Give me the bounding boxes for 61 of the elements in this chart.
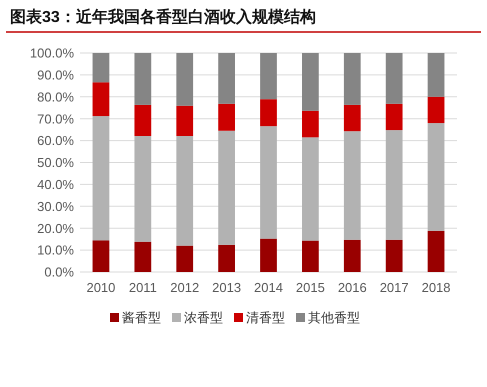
y-tick-label: 50.0% xyxy=(37,155,74,170)
bar xyxy=(92,82,110,116)
bar xyxy=(260,238,277,272)
bar xyxy=(176,136,194,246)
bar xyxy=(302,110,319,138)
bar xyxy=(344,240,361,272)
y-tick-label: 70.0% xyxy=(37,111,74,126)
bar xyxy=(176,246,194,272)
legend-label: 其他香型 xyxy=(308,310,360,325)
bar xyxy=(428,96,444,124)
y-tick-label: 100.0% xyxy=(30,46,74,61)
bar xyxy=(176,53,194,106)
x-tick-label: 2015 xyxy=(296,280,325,295)
bar xyxy=(134,104,152,136)
bar xyxy=(176,106,194,136)
x-tick-label: 2018 xyxy=(422,280,451,295)
bar xyxy=(260,53,277,100)
bar xyxy=(260,99,277,126)
x-tick-label: 2012 xyxy=(170,280,200,295)
y-tick-label: 0.0% xyxy=(44,264,74,280)
y-tick-label: 10.0% xyxy=(37,242,74,258)
bar xyxy=(260,126,277,239)
bar xyxy=(428,123,444,231)
x-tick-label: 2014 xyxy=(254,280,283,295)
bar xyxy=(428,230,444,272)
bar xyxy=(92,53,110,82)
y-tick-label: 90.0% xyxy=(37,67,74,82)
bar xyxy=(218,104,235,131)
y-tick-label: 40.0% xyxy=(37,176,74,192)
bar xyxy=(386,53,403,104)
bar xyxy=(386,104,403,130)
bar xyxy=(344,53,361,105)
x-tick-label: 2010 xyxy=(86,280,116,295)
bar xyxy=(302,137,319,241)
bar xyxy=(386,240,403,272)
bar xyxy=(92,240,110,272)
bar xyxy=(134,242,152,272)
x-tick-label: 2016 xyxy=(338,280,367,295)
bar xyxy=(218,53,235,104)
bar xyxy=(92,116,110,240)
legend-label: 酱香型 xyxy=(122,310,161,325)
y-tick-label: 60.0% xyxy=(37,133,74,148)
bar xyxy=(218,244,235,272)
bar xyxy=(134,53,152,105)
bar xyxy=(302,53,319,111)
bar xyxy=(344,131,361,240)
bar xyxy=(302,240,319,272)
y-tick-label: 20.0% xyxy=(37,220,74,236)
y-tick-label: 80.0% xyxy=(37,89,74,104)
legend-label: 浓香型 xyxy=(184,310,223,325)
bar xyxy=(344,104,361,132)
legend-label: 清香型 xyxy=(246,310,285,325)
x-tick-label: 2017 xyxy=(380,280,409,295)
chart-title: 图表33：近年我国各香型白酒收入规模结构 xyxy=(10,8,316,26)
bar xyxy=(134,136,152,242)
y-tick-label: 30.0% xyxy=(37,198,74,214)
bar xyxy=(428,53,444,97)
bar xyxy=(218,130,235,245)
x-tick-label: 2013 xyxy=(212,280,242,295)
x-tick-label: 2011 xyxy=(128,280,157,295)
bar xyxy=(386,130,403,240)
